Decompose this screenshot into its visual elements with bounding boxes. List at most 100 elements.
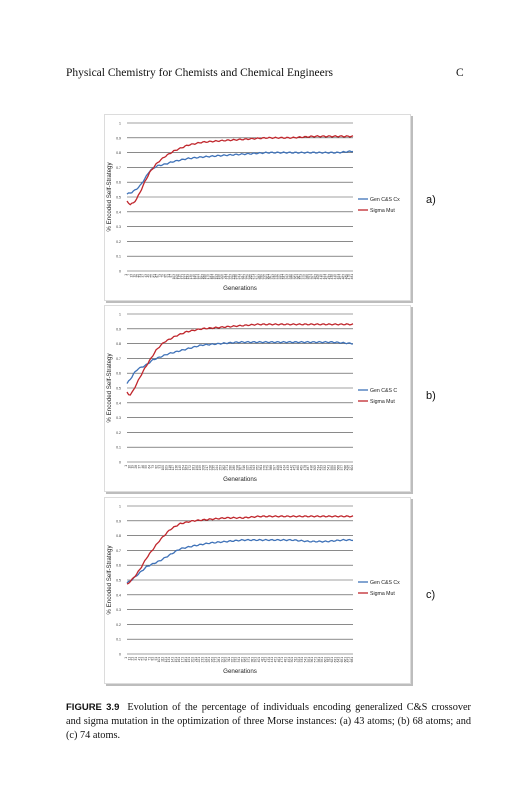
y-axis-title: % Encoded Self-Strategy <box>106 353 113 423</box>
x-tick-label: 577 <box>340 465 344 471</box>
x-axis-title: Generations <box>223 285 257 292</box>
x-tick-label: 55 <box>149 274 153 278</box>
y-tick-label: 0.1 <box>116 638 121 642</box>
figure-caption-text: Evolution of the percentage of individua… <box>66 702 471 741</box>
x-tick-label: 199 <box>198 465 202 471</box>
y-tick-label: 0.6 <box>116 181 121 185</box>
legend-label: Sigma Mut <box>370 399 395 405</box>
legend-label: Sigma Mut <box>370 591 395 597</box>
chart-b: 00.10.20.30.40.50.60.70.80.911 10 19 28 37 46… <box>106 313 397 484</box>
x-tick-label: 221 <box>197 657 201 663</box>
x-tick-label: 367 <box>296 274 300 280</box>
x-tick-label: 1 <box>124 274 128 276</box>
x-tick-label: 145 <box>178 465 182 471</box>
x-tick-label: 325 <box>245 465 249 471</box>
series-line-2 <box>126 515 354 585</box>
x-tick-label: 311 <box>227 657 231 662</box>
x-tick-label: 43 <box>144 274 148 278</box>
x-tick-label: 241 <box>204 657 208 663</box>
x-tick-label: 487 <box>306 465 310 471</box>
x-tick-label: 145 <box>192 274 196 280</box>
x-tick-label: 101 <box>157 657 161 663</box>
x-tick-label: 71 <box>147 657 151 661</box>
x-tick-label: 397 <box>272 465 276 471</box>
series-line-1 <box>126 538 354 584</box>
x-axis-title: Generations <box>223 476 257 483</box>
x-tick-label: 211 <box>223 274 227 279</box>
x-tick-label: 319 <box>274 274 278 280</box>
y-tick-label: 0.8 <box>116 151 121 155</box>
x-tick-label: 496 <box>310 465 314 471</box>
x-tick-label: 532 <box>323 465 327 471</box>
x-tick-label: 64 <box>148 465 152 469</box>
x-tick-label: 13 <box>130 274 134 278</box>
x-tick-label: 154 <box>181 465 185 471</box>
x-tick-label: 325 <box>277 274 281 280</box>
x-tick-label: 421 <box>264 657 268 663</box>
x-tick-label: 181 <box>209 274 213 280</box>
x-tick-label: 31 <box>134 657 138 661</box>
x-tick-label: 1 <box>124 465 128 467</box>
x-tick-label: 343 <box>252 465 256 471</box>
x-tick-label: 481 <box>284 657 288 663</box>
x-tick-label: 229 <box>231 274 235 280</box>
x-tick-label: 457 <box>339 274 343 280</box>
x-tick-label: 337 <box>282 274 286 280</box>
x-tick-label: 641 <box>337 657 341 663</box>
x-tick-label: 321 <box>230 657 234 663</box>
x-tick-label: 91 <box>166 274 170 278</box>
y-tick-label: 0.2 <box>116 240 121 244</box>
x-tick-label: 205 <box>220 274 224 280</box>
panel-label-b: b) <box>426 390 436 402</box>
running-head-letter: C <box>456 67 464 79</box>
legend-label: Gen C&S Cx <box>370 197 400 203</box>
x-tick-label: 581 <box>317 657 321 663</box>
x-tick-label: 41 <box>137 657 141 661</box>
series-line-2 <box>126 323 354 396</box>
figure-label: FIGURE 3.9 <box>66 702 120 713</box>
x-tick-label: 281 <box>217 657 221 663</box>
x-tick-label: 451 <box>336 274 340 280</box>
x-tick-label: 601 <box>323 657 327 663</box>
x-tick-label: 253 <box>218 465 222 471</box>
x-tick-label: 181 <box>191 465 195 471</box>
x-tick-label: 295 <box>262 274 266 280</box>
x-tick-label: 451 <box>274 657 278 663</box>
x-tick-label: 85 <box>164 274 168 278</box>
x-tick-label: 259 <box>245 274 249 280</box>
x-tick-label: 491 <box>287 657 291 663</box>
x-tick-label: 463 <box>342 274 346 280</box>
x-tick-label: 151 <box>174 657 178 663</box>
x-tick-label: 223 <box>229 274 233 280</box>
x-tick-label: 424 <box>283 465 287 471</box>
panel-label-a: a) <box>426 194 436 206</box>
x-tick-label: 561 <box>310 657 314 663</box>
legend-label: Gen C&S Cx <box>370 580 400 586</box>
x-tick-label: 31 <box>138 274 142 278</box>
x-tick-label: 471 <box>280 657 284 663</box>
x-tick-label: 191 <box>187 657 191 663</box>
x-tick-label: 111 <box>161 657 165 662</box>
x-tick-label: 541 <box>326 465 330 471</box>
x-tick-label: 427 <box>325 274 329 280</box>
x-tick-label: 73 <box>158 274 162 278</box>
x-tick-label: 681 <box>350 657 354 663</box>
y-tick-label: 1 <box>119 313 121 317</box>
x-tick-label: 261 <box>210 657 214 663</box>
x-tick-label: 201 <box>190 657 194 663</box>
x-tick-label: 37 <box>141 274 145 278</box>
y-tick-label: 0.4 <box>116 210 121 214</box>
x-tick-label: 352 <box>256 465 260 471</box>
x-tick-label: 55 <box>144 465 148 469</box>
y-tick-label: 0.6 <box>116 372 121 376</box>
running-head-title: Physical Chemistry for Chemists and Chem… <box>66 67 334 79</box>
x-tick-label: 388 <box>269 465 273 471</box>
y-tick-label: 0.4 <box>116 401 121 405</box>
x-tick-label: 442 <box>289 465 293 471</box>
x-tick-label: 67 <box>155 274 159 278</box>
x-tick-label: 171 <box>181 657 185 663</box>
x-tick-label: 271 <box>225 465 229 471</box>
x-tick-label: 193 <box>214 274 218 280</box>
x-tick-label: 391 <box>308 274 312 280</box>
y-tick-label: 0.7 <box>116 549 121 553</box>
